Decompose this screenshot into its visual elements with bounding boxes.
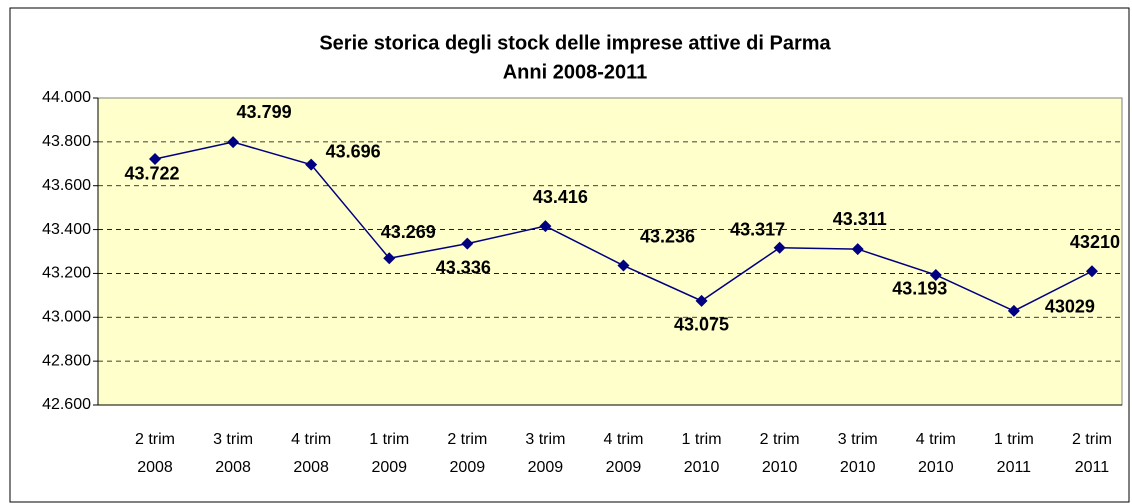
x-tick-label-line: 1 trim xyxy=(682,431,722,448)
data-label: 43029 xyxy=(1045,297,1095,317)
data-label: 43.336 xyxy=(436,257,491,277)
x-tick-label: 2 trim 2008 xyxy=(135,431,175,476)
marker xyxy=(1007,304,1020,317)
data-label: 43.075 xyxy=(674,315,729,335)
x-tick-label: 1 trim 2010 xyxy=(682,431,722,476)
x-tick-label: 4 trim 2009 xyxy=(603,431,643,476)
chart-title: Serie storica degli stock delle imprese … xyxy=(319,32,831,54)
marker xyxy=(1085,265,1098,278)
x-tick-label-line: 4 trim xyxy=(603,431,643,448)
x-tick-label-line: 2010 xyxy=(840,459,876,476)
data-label: 43210 xyxy=(1070,232,1120,252)
x-tick-label-line: 2010 xyxy=(918,459,954,476)
x-tick-label-line: 4 trim xyxy=(291,431,331,448)
x-tick-label-line: 2008 xyxy=(215,459,251,476)
x-tick-label-line: 4 trim xyxy=(916,431,956,448)
x-tick-label-line: 2 trim xyxy=(135,431,175,448)
y-tick-label: 42.600 xyxy=(42,396,91,413)
x-tick-label-line: 2009 xyxy=(606,459,642,476)
x-tick-label: 4 trim 2008 xyxy=(291,431,331,476)
data-label: 43.193 xyxy=(892,279,947,299)
marker xyxy=(695,294,708,307)
x-tick-label-line: 3 trim xyxy=(213,431,253,448)
x-tick-label-line: 2010 xyxy=(762,459,798,476)
marker xyxy=(461,237,474,250)
y-tick-label: 42.800 xyxy=(42,352,91,369)
x-tick-label: 2 trim 2009 xyxy=(447,431,487,476)
data-label: 43.317 xyxy=(730,220,785,240)
marker xyxy=(227,136,240,149)
x-tick-label-line: 2011 xyxy=(997,459,1032,476)
x-tick-label-line: 3 trim xyxy=(838,431,878,448)
x-tick-label-line: 3 trim xyxy=(525,431,565,448)
marker xyxy=(149,152,161,165)
y-tick-label: 43.400 xyxy=(42,221,91,238)
marker xyxy=(617,259,630,272)
x-tick-label-line: 2009 xyxy=(450,459,486,476)
marker xyxy=(773,241,786,254)
data-label: 43.236 xyxy=(640,226,695,246)
x-tick-label: 3 trim 2010 xyxy=(838,431,878,476)
y-tick-label: 43.800 xyxy=(42,133,91,150)
x-tick-label-line: 2008 xyxy=(137,459,173,476)
x-tick-label: 3 trim 2008 xyxy=(213,431,253,476)
data-label: 43.696 xyxy=(326,141,381,161)
chart-subtitle: Anni 2008-2011 xyxy=(503,61,648,83)
marker xyxy=(383,252,396,265)
y-tick-label: 44.000 xyxy=(42,89,91,106)
data-label: 43.799 xyxy=(237,102,292,122)
x-tick-label-line: 1 trim xyxy=(369,431,409,448)
x-tick-label-line: 2011 xyxy=(1075,459,1110,476)
x-tick-label: 2 trim 2011 xyxy=(1072,431,1112,476)
x-tick-label-line: 1 trim xyxy=(994,431,1034,448)
x-tick-label-line: 2010 xyxy=(684,459,720,476)
data-label: 43.311 xyxy=(833,209,887,229)
plot-area xyxy=(97,97,1123,406)
x-tick-label-line: 2 trim xyxy=(760,431,800,448)
x-tick-label: 4 trim 2010 xyxy=(916,431,956,476)
data-label: 43.722 xyxy=(124,164,179,184)
marker xyxy=(539,220,552,233)
x-tick-label-line: 2009 xyxy=(528,459,564,476)
y-tick-label: 43.000 xyxy=(42,309,91,326)
marker xyxy=(305,158,318,171)
x-tick-label: 1 trim 2011 xyxy=(994,431,1034,476)
data-label: 43.416 xyxy=(533,187,588,207)
x-tick-label: 3 trim 2009 xyxy=(525,431,565,476)
marker xyxy=(929,268,942,281)
marker xyxy=(851,243,864,256)
y-tick-label: 43.600 xyxy=(42,177,91,194)
x-tick-label-line: 2008 xyxy=(293,459,329,476)
data-label: 43.269 xyxy=(381,222,436,242)
x-tick-label-line: 2 trim xyxy=(447,431,487,448)
x-tick-label: 2 trim 2010 xyxy=(760,431,800,476)
x-tick-label: 1 trim 2009 xyxy=(369,431,409,476)
x-tick-label-line: 2 trim xyxy=(1072,431,1112,448)
y-tick-label: 43.200 xyxy=(42,265,91,282)
x-tick-label-line: 2009 xyxy=(371,459,407,476)
